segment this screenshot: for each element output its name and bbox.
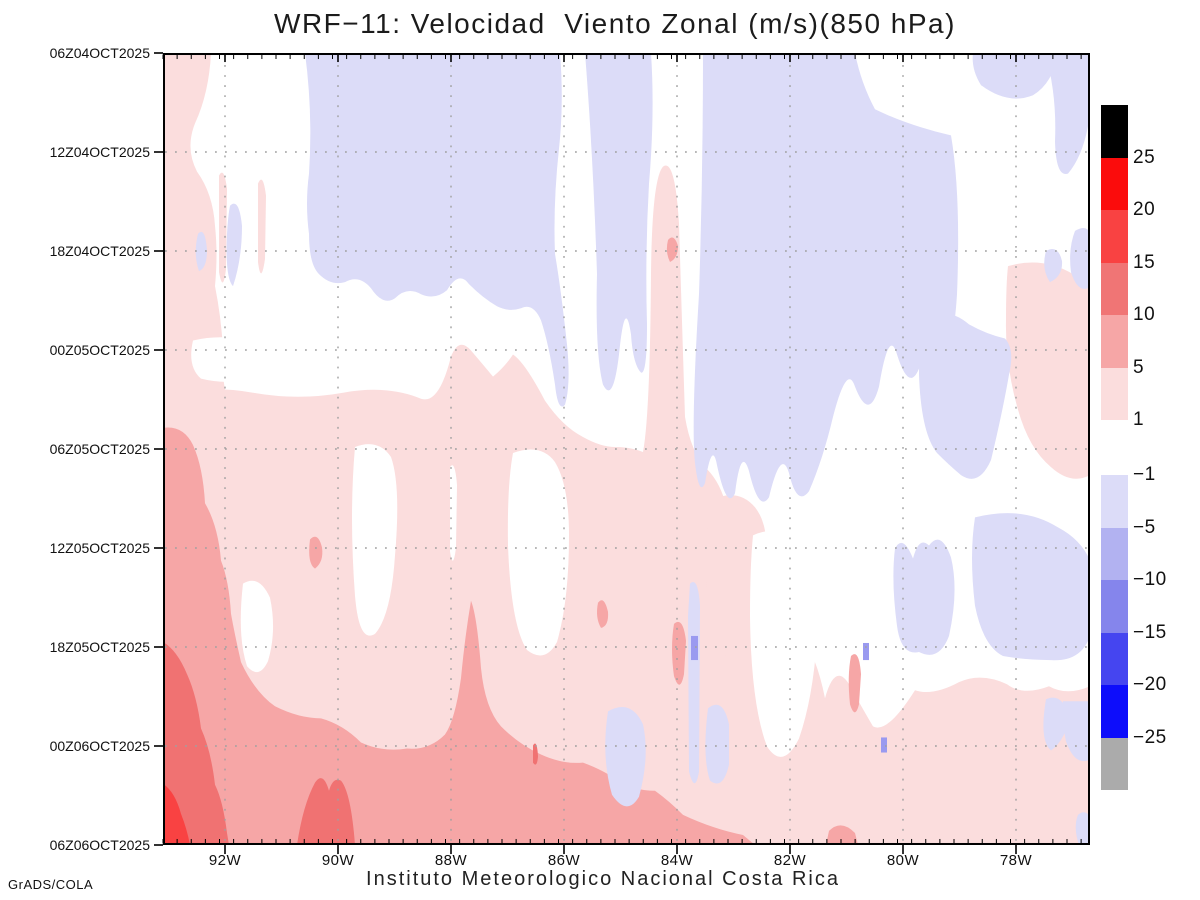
colorbar-label: 15: [1133, 251, 1156, 273]
colorbar-swatch-positive: [1101, 315, 1128, 368]
gridlines: [165, 55, 1088, 843]
colorbar-swatch-positive: [1101, 105, 1128, 158]
time-tick-label: 12Z05OCT2025: [49, 540, 150, 556]
contour-fill-blue-neg5-10: [691, 635, 887, 753]
colorbar-swatch-negative: [1101, 737, 1128, 790]
time-tick-label: 18Z05OCT2025: [49, 639, 150, 655]
colorbar-label: 20: [1133, 199, 1156, 220]
colorbar-label: −1: [1133, 464, 1156, 485]
longitude-tick-label: 88W: [434, 852, 468, 869]
time-tick-label: 00Z05OCT2025: [49, 342, 150, 358]
longitude-tick-label: 82W: [773, 852, 807, 869]
contour-plot: [154, 52, 1090, 855]
plot-area: [154, 52, 1090, 855]
colorbar-swatch-negative: [1101, 475, 1128, 528]
time-tick-label: 00Z06OCT2025: [49, 738, 150, 754]
colorbar-swatch-positive: [1101, 367, 1128, 420]
longitude-tick-label: 84W: [660, 852, 694, 869]
colorbar-label: 1: [1133, 409, 1145, 430]
longitude-tick-label: 78W: [999, 852, 1033, 869]
grads-credit: GrADS/COLA: [8, 877, 94, 892]
institution-caption: Instituto Meteorologico Nacional Costa R…: [366, 868, 840, 890]
colorbar-label: −10: [1133, 569, 1167, 590]
colorbar-label: 10: [1133, 304, 1156, 325]
colorbar-swatch-negative: [1101, 527, 1128, 580]
colorbar-label: −20: [1133, 674, 1167, 695]
contour-fill-red-10-15: [163, 641, 538, 845]
colorbar-swatch-positive: [1101, 262, 1128, 315]
contour-fill-lavender-neg1-5: [195, 53, 1090, 845]
colorbar-swatch-negative: [1101, 685, 1128, 738]
colorbar-swatch-negative: [1101, 632, 1128, 685]
longitude-tick-label: 92W: [208, 852, 242, 869]
time-tick-label: 06Z05OCT2025: [49, 441, 150, 457]
colorbar-label: −25: [1133, 726, 1167, 748]
page-title: WRF−11: Velocidad Viento Zonal (m/s)(850…: [274, 8, 956, 39]
plot-frame: [163, 52, 1090, 845]
colorbar-label: 25: [1133, 146, 1156, 168]
time-tick-label: 06Z04OCT2025: [49, 45, 150, 61]
colorbar-label: −5: [1133, 516, 1156, 538]
longitude-tick-label: 86W: [547, 852, 581, 869]
colorbar-swatch-negative: [1101, 580, 1128, 633]
colorbar-label: −15: [1133, 621, 1167, 643]
time-tick-label: 06Z06OCT2025: [49, 837, 150, 853]
colorbar-label: 5: [1133, 356, 1145, 378]
colorbar-swatch-positive: [1101, 210, 1128, 263]
colorbar-swatch-positive: [1101, 157, 1128, 210]
contour-fill-salmon-5-10: [163, 237, 861, 845]
axis-ticks: [154, 52, 1082, 855]
time-tick-label: 18Z04OCT2025: [49, 243, 150, 259]
longitude-tick-label: 80W: [886, 852, 920, 869]
time-tick-label: 12Z04OCT2025: [49, 144, 150, 160]
longitude-tick-label: 90W: [321, 852, 355, 869]
contour-fill-white-holes: [191, 337, 818, 757]
contour-fill-red-15-20: [163, 783, 190, 845]
